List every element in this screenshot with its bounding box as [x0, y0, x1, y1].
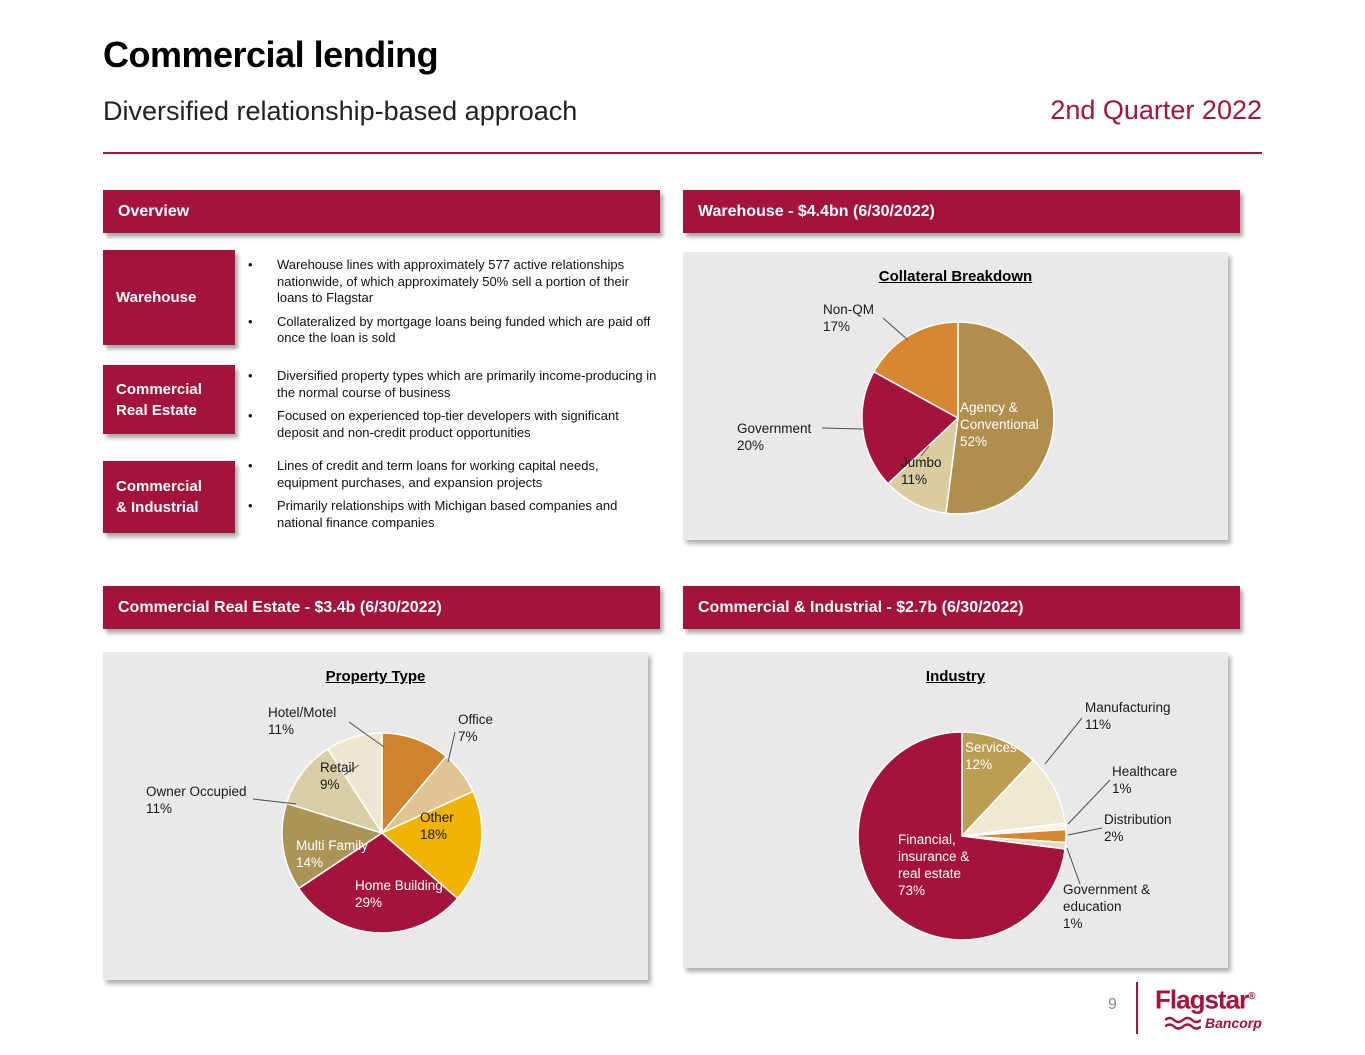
- label-leader-government: [821, 427, 864, 430]
- ci-label-line: Commercial: [116, 478, 202, 495]
- pie-label-office: Office 7%: [458, 712, 493, 744]
- pie-slice-owner-occupied: [285, 748, 383, 834]
- page-title: Commercial lending: [103, 34, 439, 75]
- bullet-item: • Diversified property types which are p…: [243, 368, 658, 401]
- bullet-dot: •: [248, 313, 253, 329]
- cre-section-bar: Commercial Real Estate - $3.4b (6/30/202…: [103, 586, 660, 629]
- pie-label-healthcare: Healthcare 1%: [1112, 764, 1177, 796]
- warehouse-label-line: Warehouse: [116, 289, 197, 306]
- property-chart-title: Property Type: [325, 668, 426, 685]
- cre-label-line: Real Estate: [116, 401, 197, 419]
- bullet-text: Diversified property types which are pri…: [277, 368, 657, 400]
- pie-label-home-building: Home Building 29%: [355, 878, 443, 910]
- pie-slice-financial-insurance-real-estate: [857, 731, 1066, 941]
- pie-label-hotel-motel: Hotel/Motel 11%: [268, 705, 336, 737]
- logo-waves-icon: [1165, 1016, 1201, 1030]
- pie-label-non-qm: Non-QM 17%: [823, 302, 874, 334]
- bullet-text: Collateralized by mortgage loans being f…: [277, 313, 651, 346]
- bullet-item: • Primarily relationships with Michigan …: [243, 498, 658, 531]
- ci-section-bar: Commercial & Industrial - $2.7b (6/30/20…: [683, 586, 1240, 629]
- industry-chart-title: Industry: [925, 668, 986, 685]
- pie-slice-government: [861, 371, 959, 485]
- bullet-item: • Collateralized by mortgage loans being…: [243, 314, 658, 347]
- label-leader-healthcare: [1067, 779, 1111, 825]
- pie-slice-multi-family: [281, 802, 383, 890]
- logo-bancorp-text: Bancorp: [1205, 1014, 1262, 1031]
- pie-label-services: Services 12%: [965, 740, 1017, 772]
- cre-bullets: • Diversified property types which are p…: [243, 368, 658, 448]
- ci-label-box: Commercial & Industrial: [103, 461, 235, 533]
- pie-label-multi-family: Multi Family 14%: [296, 838, 368, 870]
- pie-label-retail: Retail 9%: [320, 760, 355, 792]
- collateral-pie-chart: Agency & Conventional 52% Jumbo 11% Governmen…: [737, 302, 1055, 515]
- label-leader-retail: [343, 764, 360, 776]
- label-leader-manufacturing: [1044, 717, 1083, 765]
- logo-registered-mark: ®: [1248, 991, 1255, 1002]
- pie-slice-jumbo: [887, 417, 959, 514]
- pie-label-owner-occupied: Owner Occupied 11%: [146, 784, 247, 816]
- pie-label-agency-conventional: Agency & Conventional 52%: [960, 400, 1039, 449]
- warehouse-label-box: Warehouse: [103, 250, 235, 345]
- bullet-item: • Focused on experienced top-tier develo…: [243, 408, 658, 441]
- pie-label-financial-insurance-real-estate: Financial, insurance & real estate 73%: [898, 832, 969, 898]
- bullet-dot: •: [248, 458, 253, 473]
- bullet-text: Warehouse lines with approximately 577 a…: [277, 257, 629, 305]
- quarter-label: 2nd Quarter 2022: [1050, 95, 1262, 125]
- title-rule: [103, 152, 1262, 154]
- bullet-dot: •: [248, 257, 253, 272]
- bullet-dot: •: [248, 498, 253, 513]
- bullet-text: Lines of credit and term loans for worki…: [277, 458, 599, 490]
- bullet-text: Focused on experienced top-tier develope…: [277, 408, 619, 440]
- overview-header-bar: Overview: [103, 190, 660, 233]
- label-leader-government-education: [1066, 847, 1081, 885]
- bullet-dot: •: [248, 408, 253, 423]
- pie-slice-home-building: [297, 832, 459, 934]
- warehouse-section-bar: Warehouse - $4.4bn (6/30/2022): [683, 190, 1240, 233]
- ci-bullets: • Lines of credit and term loans for wor…: [243, 458, 658, 538]
- pie-slice-manufacturing: [961, 759, 1066, 837]
- footer-divider: [1136, 982, 1138, 1034]
- pie-label-manufacturing: Manufacturing 11%: [1085, 700, 1171, 732]
- label-leader-jumbo: [920, 445, 930, 457]
- bullet-text: Primarily relationships with Michigan ba…: [277, 498, 618, 530]
- collateral-panel: Collateral Breakdown Agency & Conventiona…: [683, 252, 1228, 540]
- bullet-dot: •: [248, 368, 253, 383]
- pie-label-jumbo: Jumbo 11%: [901, 455, 942, 487]
- pie-label-distribution: Distribution 2%: [1104, 812, 1172, 844]
- label-leader-non-qm: [882, 317, 909, 341]
- pie-slice-agency-conventional: [945, 321, 1055, 515]
- ci-label-line: & Industrial: [116, 499, 199, 516]
- logo-wordmark: Flagstar®: [1155, 984, 1270, 1013]
- flagstar-logo: Flagstar® Bancorp: [1155, 984, 1270, 1031]
- pie-label-government: Government 20%: [737, 421, 812, 453]
- cre-label-box: Commercial Real Estate: [103, 365, 235, 434]
- page-number: 9: [1108, 996, 1117, 1013]
- bullet-item: • Lines of credit and term loans for wor…: [243, 458, 658, 491]
- label-leader-office: [447, 731, 456, 763]
- collateral-chart-title: Collateral Breakdown: [878, 268, 1033, 285]
- industry-panel: Industry Services 12% Manufacturing 11% Heal…: [683, 652, 1228, 968]
- pie-slice-non-qm: [873, 321, 959, 419]
- pie-slice-retail: [327, 732, 383, 834]
- industry-pie-chart: Services 12% Manufacturing 11% Healthcare 1% D…: [857, 700, 1177, 941]
- warehouse-bullets: • Warehouse lines with approximately 577…: [243, 257, 658, 354]
- bullet-item: • Warehouse lines with approximately 577…: [243, 257, 658, 307]
- logo-subrow: Bancorp: [1165, 1015, 1270, 1031]
- page-subtitle: Diversified relationship-based approach: [103, 96, 578, 126]
- pie-label-other: Other 18%: [420, 810, 454, 842]
- label-leader-hotel-motel: [348, 721, 385, 748]
- logo-word-text: Flagstar: [1155, 984, 1249, 1015]
- pie-slice-other: [381, 790, 483, 900]
- pie-label-government-education: Government & education 1%: [1063, 882, 1150, 931]
- pie-slice-services: [961, 731, 1034, 837]
- label-leader-owner-occupied: [252, 798, 297, 805]
- label-leader-distribution: [1067, 827, 1103, 836]
- property-pie-chart: Hotel/Motel 11% Office 7% Retail 9% Owner Occu…: [146, 705, 493, 934]
- pie-slice-hotel-motel: [381, 732, 448, 834]
- cre-label-line: Commercial: [116, 380, 202, 398]
- property-panel: Property Type Hotel/Motel 11% Office 7% Reta…: [103, 652, 648, 980]
